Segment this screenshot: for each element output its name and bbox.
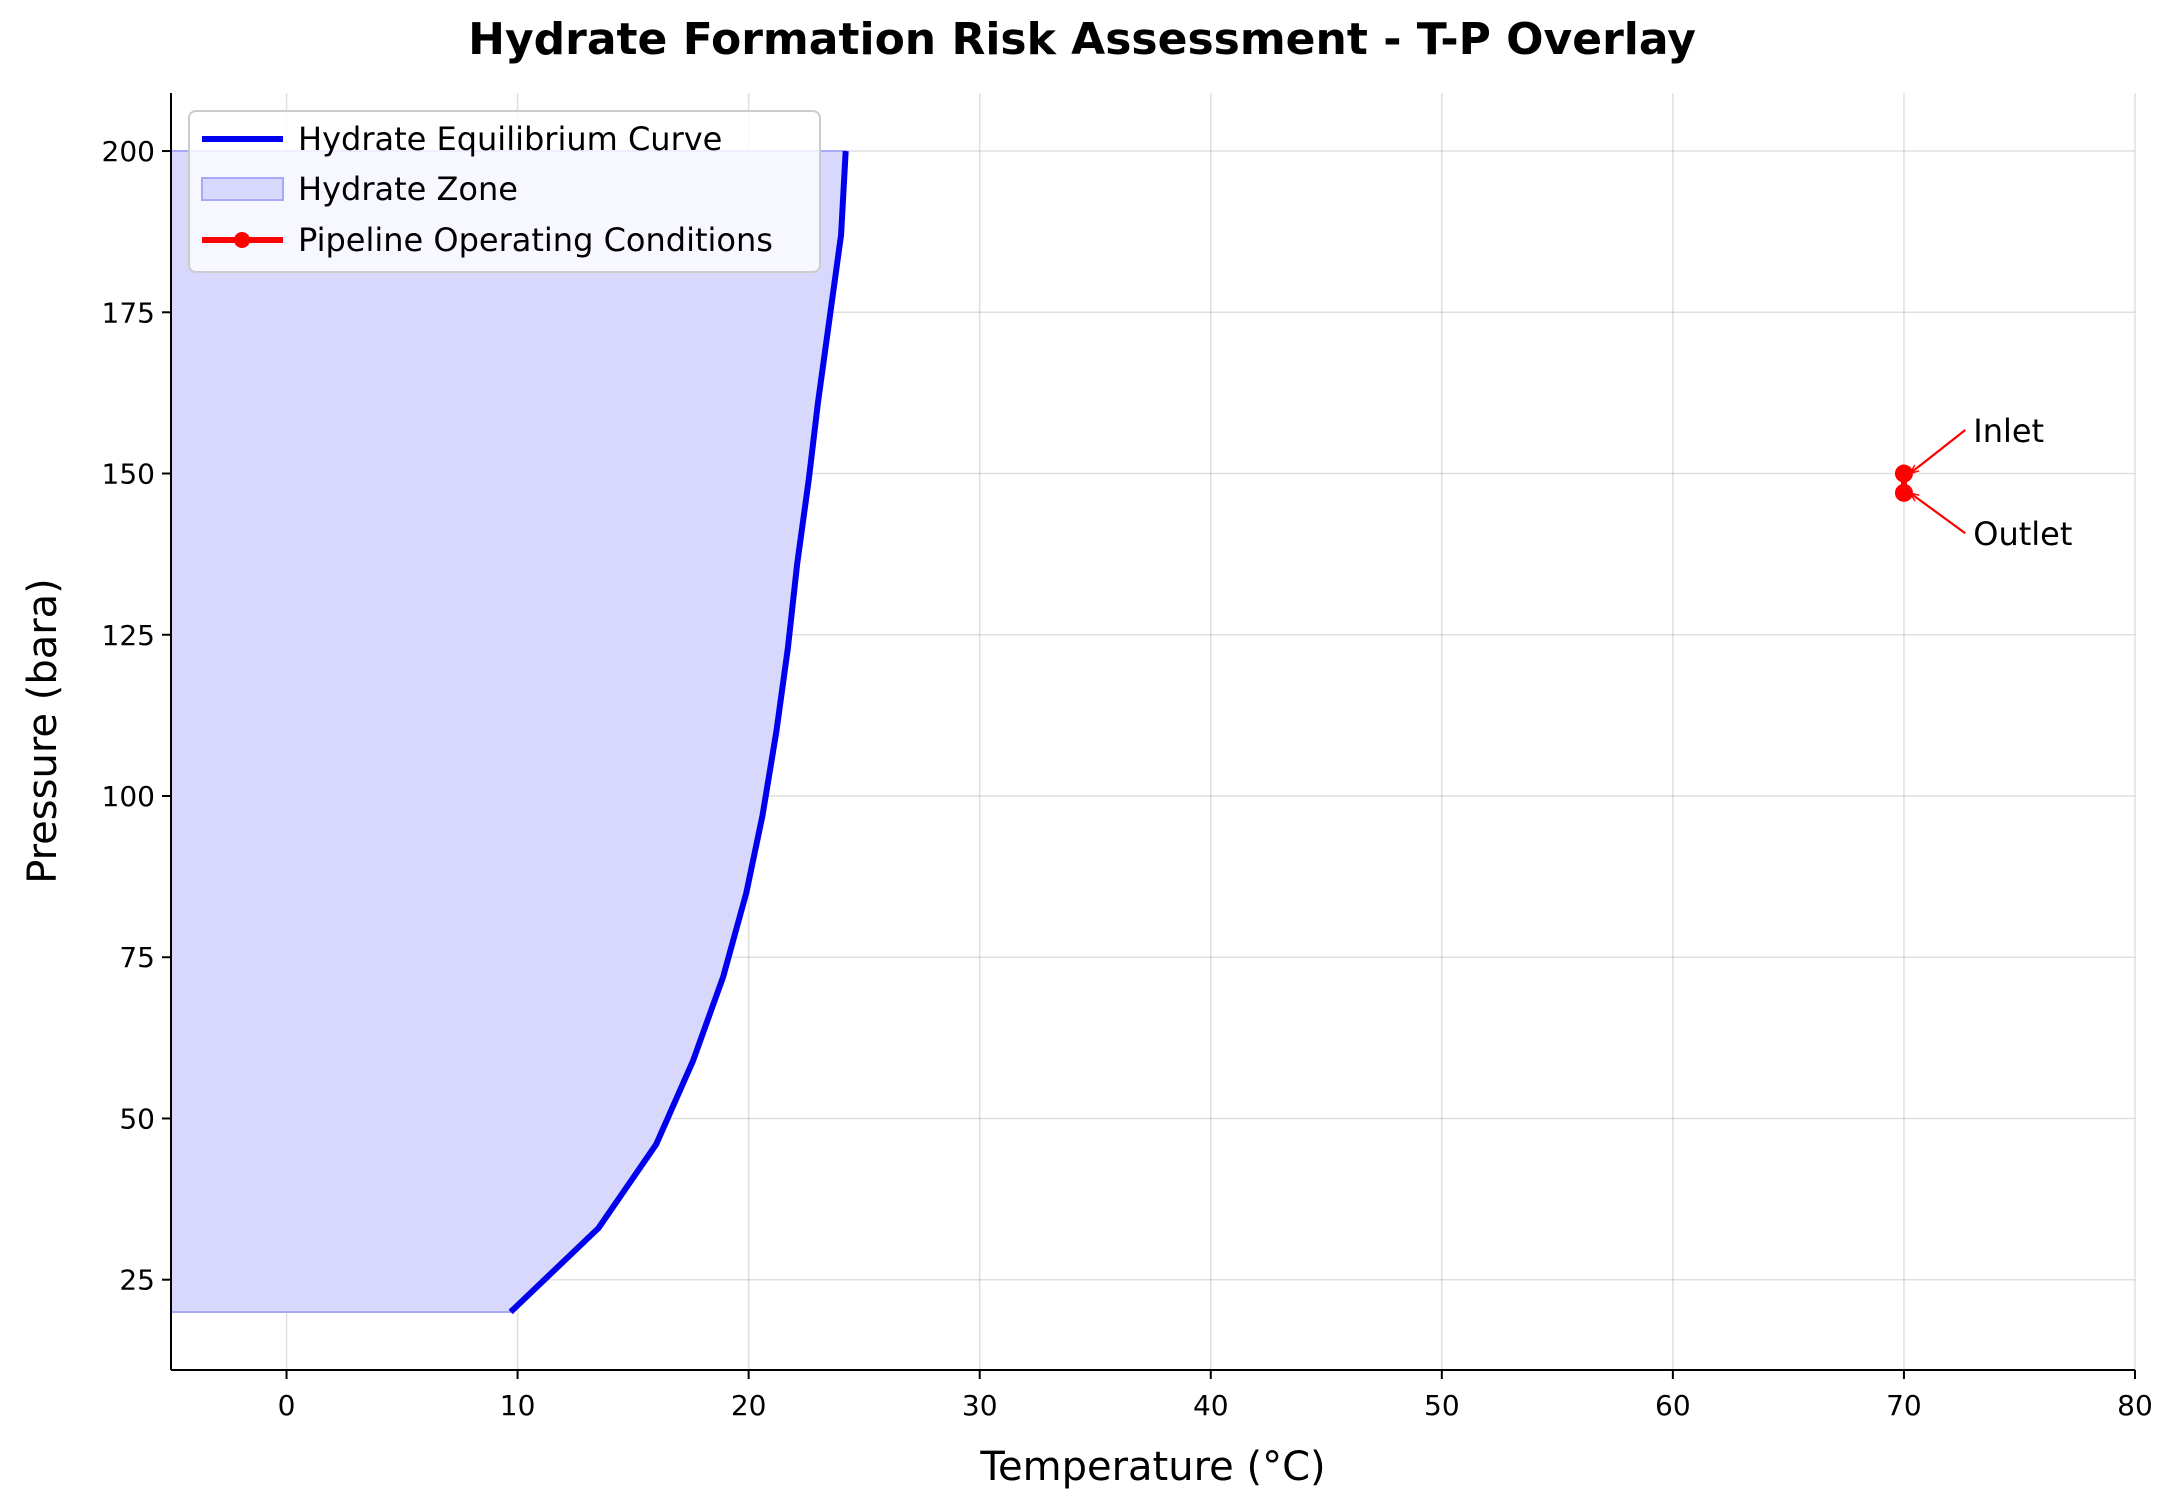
annotation-label: Inlet [1973,412,2044,450]
legend: Hydrate Equilibrium Curve Hydrate Zone P… [188,110,821,273]
x-tick-label: 80 [2117,1389,2153,1422]
x-tick-label: 30 [962,1389,998,1422]
y-tick-label: 175 [102,296,155,329]
annotation-label: Outlet [1973,515,2072,553]
x-axis-label: Temperature (°C) [979,1444,1325,1490]
hydrate-zone-layer [170,150,847,1313]
pipeline-layer [1894,464,1913,502]
legend-box [188,110,821,273]
x-tick-label: 0 [278,1389,296,1422]
legend-label-hydrate-zone: Hydrate Zone [298,170,518,208]
legend-swatch-hydrate-zone [201,177,284,201]
x-tick-label: 20 [731,1389,767,1422]
annotations-layer: Inlet Outlet [1910,412,2072,553]
legend-label-equilibrium-curve: Hydrate Equilibrium Curve [298,120,722,158]
x-tick-label: 40 [1193,1389,1229,1422]
x-tick-label: 10 [500,1389,536,1422]
y-tick-label: 200 [102,135,155,168]
equilibrium-curve-layer [508,150,849,1315]
y-axis-label: Pressure (bara) [20,578,66,884]
x-axis-ticks: 0 10 20 30 40 50 60 70 80 [278,1370,2153,1422]
x-tick-label: 50 [1424,1389,1460,1422]
x-tick-label: 60 [1655,1389,1691,1422]
x-tick-label: 70 [1886,1389,1922,1422]
equilibrium-curve-line [508,150,849,1315]
y-tick-label: 125 [102,619,155,652]
legend-label-pipeline-conditions: Pipeline Operating Conditions [298,221,773,259]
y-tick-label: 50 [119,1102,155,1135]
chart-title: Hydrate Formation Risk Assessment - T-P … [468,14,1696,65]
y-tick-label: 75 [119,941,155,974]
annotation-arrow [1910,429,1966,473]
y-axis-ticks: 25 50 75 100 125 150 175 200 [102,135,171,1297]
y-tick-label: 25 [119,1264,155,1297]
hydrate-zone-area [170,150,847,1313]
annotation-arrow [1910,493,1966,535]
legend-marker-pipeline-conditions [234,232,250,248]
y-tick-label: 100 [102,780,155,813]
y-tick-label: 150 [102,458,155,491]
